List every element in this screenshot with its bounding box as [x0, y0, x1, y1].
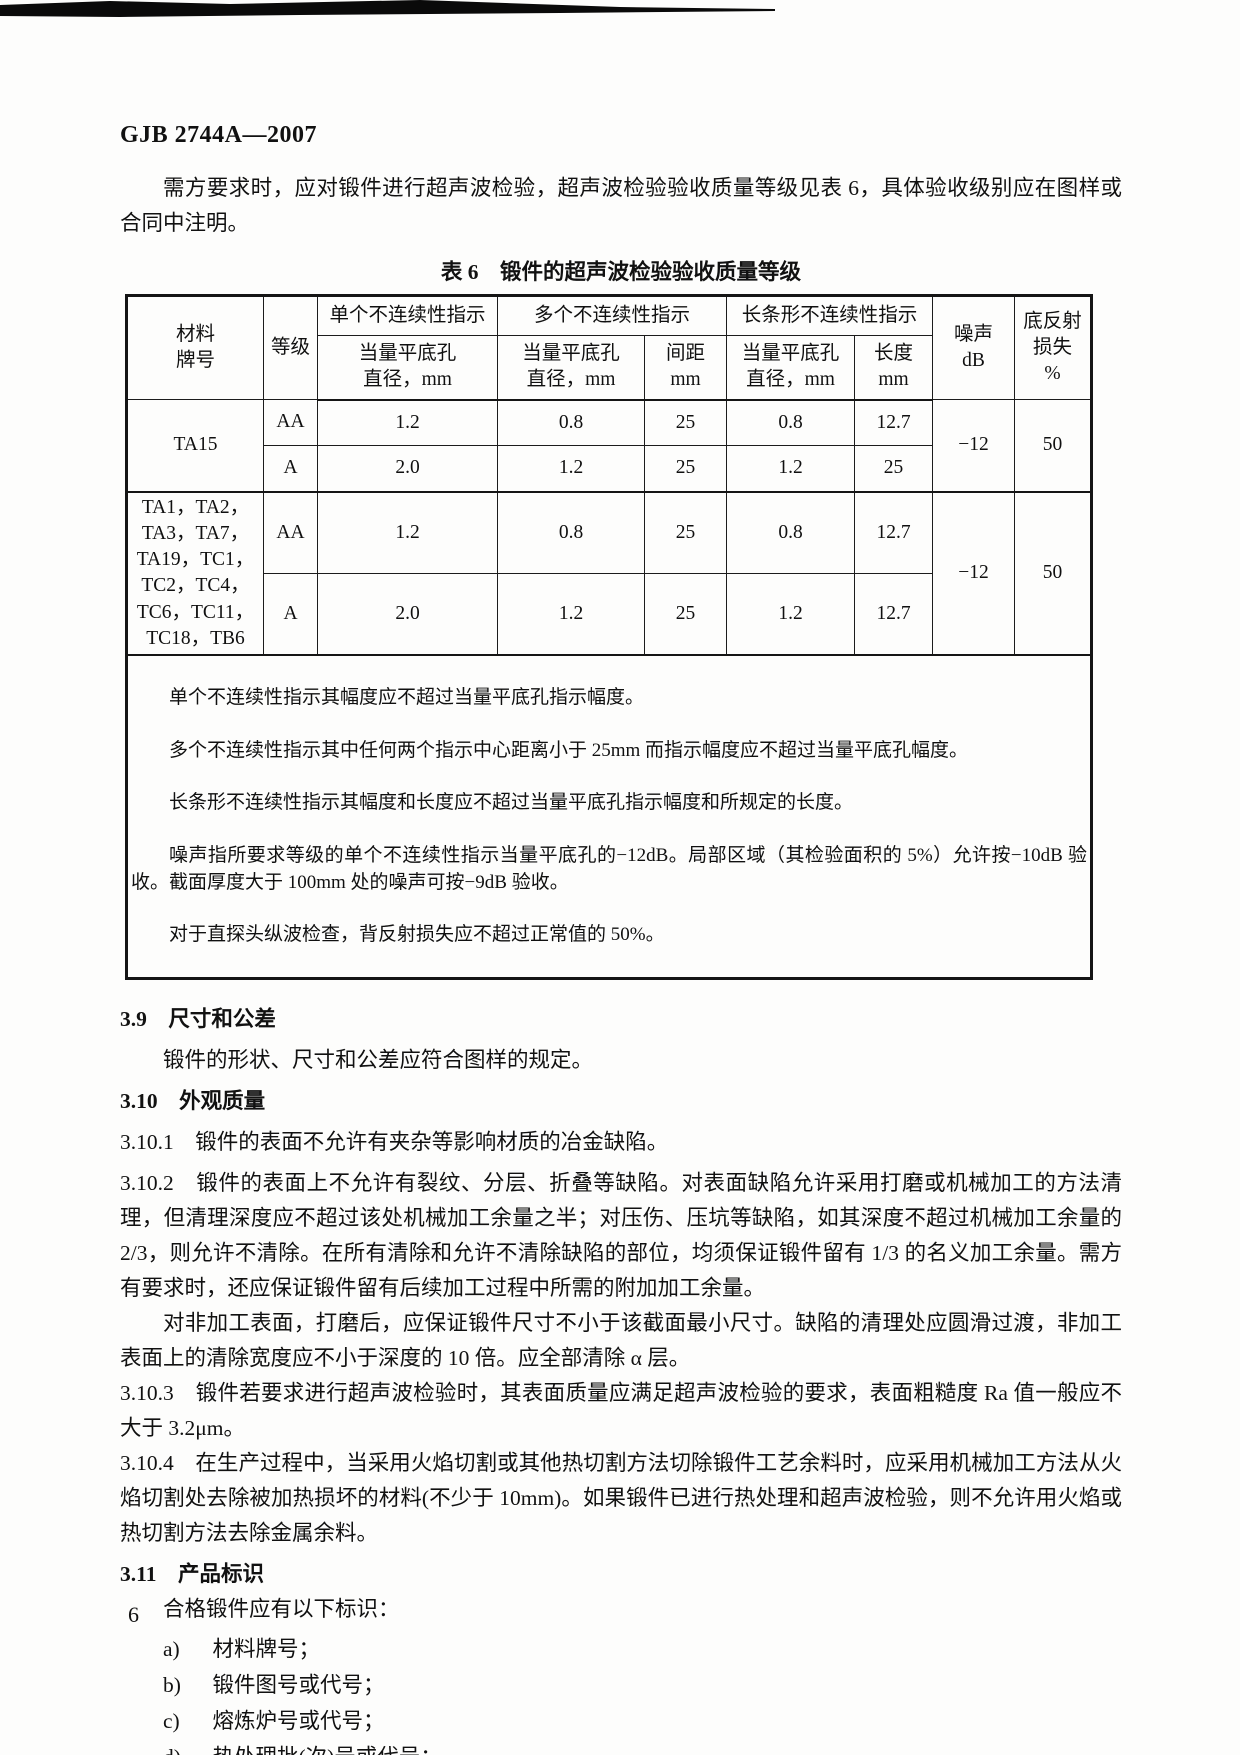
col-header-strip-fbh: 当量平底孔 直径，mm	[726, 335, 856, 401]
page-number: 6	[128, 1602, 139, 1627]
cell-length: 12.7	[854, 490, 934, 574]
section-3-10-4: 3.10.4 在生产过程中，当采用火焰切割或其他热切割方法切除锻件工艺余料时，应…	[120, 1451, 1122, 1546]
col-header-grade: 等级	[263, 295, 318, 400]
table-note: 单个不连续性指示其幅度应不超过当量平底孔指示幅度。	[169, 686, 645, 708]
col-header-multiple-group: 多个不连续性指示	[496, 295, 728, 336]
scan-artifact-top	[0, 0, 775, 17]
intro-paragraph: 需方要求时，应对锻件进行超声波检验，超声波检验验收质量等级见表 6，具体验收级别…	[120, 176, 1122, 235]
cell-strip-fbh: 0.8	[726, 490, 856, 574]
cell-grade: AA	[263, 399, 318, 446]
cell-multi-fbh: 0.8	[497, 490, 645, 574]
list-item-marker: d)	[163, 1739, 212, 1755]
list-item-text: 锻件图号或代号；	[212, 1673, 385, 1698]
table-notes-row: 单个不连续性指示其幅度应不超过当量平底孔指示幅度。 多个不连续性指示其中任何两个…	[125, 654, 1093, 980]
col-header-spacing: 间距 mm	[643, 335, 728, 401]
marking-list: a) 材料牌号； b) 锻件图号或代号； c) 熔炼炉号或代号； d)热处理批(次)号…	[120, 1631, 1122, 1755]
list-item-marker: b)	[163, 1673, 181, 1698]
page-content: GJB 2744A—2007 需方要求时，应对锻件进行超声波检验，超声波检验验收…	[120, 0, 1122, 1755]
cell-single-fbh: 1.2	[317, 490, 498, 574]
col-header-single-fbh: 当量平底孔 直径，mm	[317, 335, 498, 401]
list-item-marker: a)	[163, 1637, 180, 1662]
list-item-text: 熔炼炉号或代号；	[212, 1709, 385, 1734]
section-3-10-2-cont: 对非加工表面，打磨后，应保证锻件尺寸不小于该截面最小尺寸。缺陷的清理处应圆滑过渡…	[120, 1311, 1122, 1371]
table-row: A 2.0 1.2 25 1.2 12.7	[127, 572, 1092, 656]
col-header-back-loss: 底反射 损失 %	[1014, 295, 1093, 400]
cell-strip-fbh: 1.2	[726, 445, 856, 492]
cell-spacing: 25	[643, 399, 728, 446]
standard-number: GJB 2744A—2007	[120, 122, 318, 148]
cell-length: 25	[854, 445, 934, 492]
section-3-10-heading: 3.10 外观质量	[120, 1089, 266, 1114]
col-header-multi-fbh: 当量平底孔 直径，mm	[497, 335, 645, 401]
cell-spacing: 25	[643, 490, 728, 574]
cell-spacing: 25	[643, 445, 728, 492]
table-note: 长条形不连续性指示其幅度和长度应不超过当量平底孔指示幅度和所规定的长度。	[169, 792, 854, 814]
section-3-9-body: 锻件的形状、尺寸和公差应符合图样的规定。	[163, 1048, 594, 1073]
cell-grade: A	[263, 445, 318, 492]
list-item-marker: c)	[163, 1709, 180, 1734]
cell-grade: AA	[263, 490, 318, 574]
table6: 材料 牌号 等级 单个不连续性指示 多个不连续性指示 长条形不连续性指示 噪声 …	[125, 294, 1094, 981]
section-3-10-3: 3.10.3 锻件若要求进行超声波检验时，其表面质量应满足超声波检验的要求，表面…	[120, 1381, 1122, 1441]
list-item: b) 锻件图号或代号；	[163, 1667, 1122, 1703]
section-3-11-intro: 合格锻件应有以下标识：	[163, 1597, 400, 1622]
col-header-length: 长度 mm	[854, 335, 934, 401]
list-item: a) 材料牌号；	[163, 1631, 1122, 1667]
cell-single-fbh: 2.0	[317, 572, 498, 656]
cell-single-fbh: 1.2	[317, 399, 498, 446]
table6-title: 表 6 锻件的超声波检验验收质量等级	[440, 260, 802, 284]
cell-multi-fbh: 0.8	[497, 399, 645, 446]
table-note: 对于直探头纵波检查，背反射损失应不超过正常值的 50%。	[169, 924, 665, 946]
table-row: A 2.0 1.2 25 1.2 25	[127, 445, 1092, 492]
col-header-noise: 噪声 dB	[932, 295, 1016, 400]
table-note: 噪声指所要求等级的单个不连续性指示当量平底孔的−12dB。局部区域（其检验面积的…	[131, 845, 1088, 893]
cell-spacing: 25	[643, 572, 728, 656]
table-notes-cell: 单个不连续性指示其幅度应不超过当量平底孔指示幅度。 多个不连续性指示其中任何两个…	[125, 654, 1093, 980]
col-header-material: 材料 牌号	[126, 295, 264, 400]
cell-length: 12.7	[854, 572, 934, 656]
list-item: c) 熔炼炉号或代号；	[163, 1703, 1122, 1739]
section-3-11-heading: 3.11 产品标识	[120, 1562, 264, 1587]
cell-length: 12.7	[854, 399, 934, 446]
section-3-10-2: 3.10.2 锻件的表面上不允许有裂纹、分层、折叠等缺陷。对表面缺陷允许采用打磨…	[120, 1171, 1122, 1301]
cell-strip-fbh: 1.2	[726, 572, 856, 656]
cell-material-ta15: TA15	[126, 399, 264, 492]
cell-back-loss: 50	[1014, 490, 1093, 656]
cell-noise: −12	[932, 399, 1016, 492]
cell-grade: A	[263, 572, 318, 656]
list-item-text: 材料牌号；	[212, 1637, 320, 1662]
col-header-single-group: 单个不连续性指示	[317, 295, 498, 336]
cell-multi-fbh: 1.2	[497, 572, 645, 656]
section-3-10-1: 3.10.1 锻件的表面不允许有夹杂等影响材质的冶金缺陷。	[120, 1130, 669, 1155]
list-item-text: 热处理批(次)号或代号；	[212, 1745, 441, 1755]
cell-back-loss: 50	[1014, 399, 1093, 492]
cell-material-group2: TA1，TA2， TA3，TA7， TA19，TC1， TC2，TC4， TC6…	[126, 490, 264, 656]
cell-single-fbh: 2.0	[317, 445, 498, 492]
col-header-strip-group: 长条形不连续性指示	[726, 295, 934, 336]
cell-strip-fbh: 0.8	[726, 399, 856, 446]
cell-noise: −12	[932, 490, 1016, 656]
cell-multi-fbh: 1.2	[497, 445, 645, 492]
list-item: d)热处理批(次)号或代号；	[163, 1739, 1122, 1755]
table-note: 多个不连续性指示其中任何两个指示中心距离小于 25mm 而指示幅度应不超过当量平…	[169, 739, 969, 761]
table-row: TA1，TA2， TA3，TA7， TA19，TC1， TC2，TC4， TC6…	[126, 490, 1093, 656]
table-row: TA15 AA 1.2 0.8 25 0.8 12.7 −12 50	[126, 399, 1093, 492]
section-3-9-heading: 3.9 尺寸和公差	[120, 1007, 276, 1032]
